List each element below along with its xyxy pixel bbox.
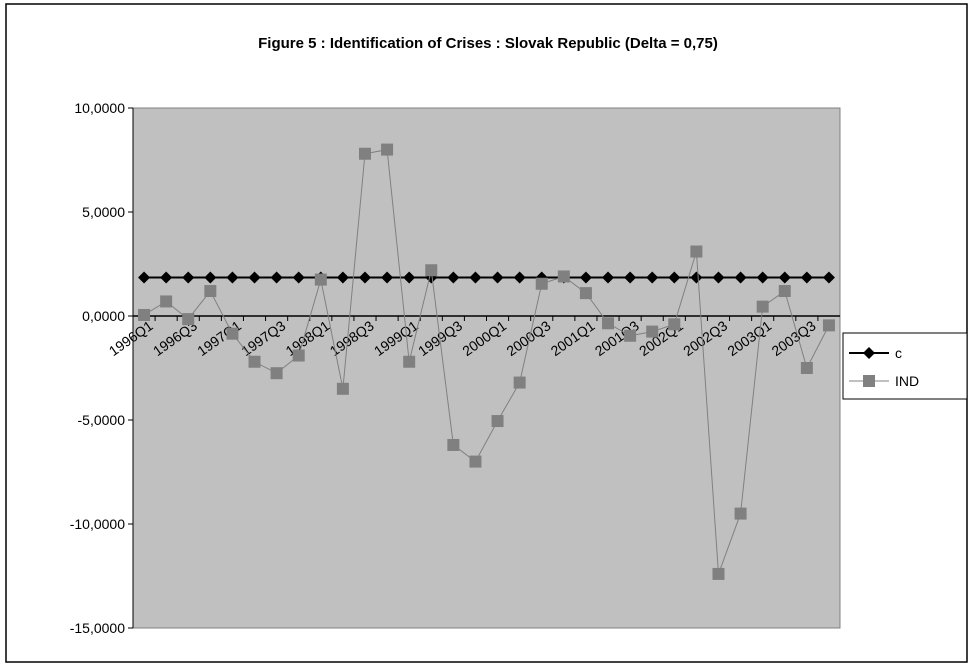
data-point [513,376,526,389]
data-point [381,271,394,284]
data-point [756,271,769,284]
data-point [204,271,217,284]
data-point [602,271,615,284]
data-point [491,271,504,284]
data-point [668,318,681,331]
data-point [712,567,725,580]
data-point [822,319,835,332]
data-point [248,271,261,284]
data-point [336,271,349,284]
data-point [712,271,725,284]
data-point [226,327,239,340]
data-point [579,287,592,300]
data-point [270,271,283,284]
data-point [358,271,371,284]
data-point [204,285,217,298]
data-point [425,264,438,277]
data-point [822,271,835,284]
data-point [646,325,659,338]
data-point [160,295,173,308]
data-point [469,271,482,284]
data-point [292,349,305,362]
data-point [292,271,305,284]
data-point [690,245,703,258]
data-point [690,271,703,284]
data-point [734,507,747,520]
data-point [491,415,504,428]
y-tick-label: 0,0000 [82,308,125,324]
data-point [778,271,791,284]
data-point [602,317,615,330]
data-point [800,362,813,374]
data-point [447,271,460,284]
y-tick-label: 5,0000 [82,204,125,220]
data-point [226,271,239,284]
legend-box [842,332,968,400]
legend-marker [863,347,875,359]
data-point [138,271,151,284]
data-point [734,271,747,284]
y-tick-label: -5,0000 [78,412,126,428]
data-point [756,300,769,313]
chart-title: Figure 5 : Identification of Crises : Sl… [258,35,718,52]
data-point [646,271,659,284]
data-point [800,271,813,284]
data-point [668,271,681,284]
data-point [336,382,349,395]
data-point [403,271,416,284]
data-point [160,271,173,284]
data-point [248,355,261,368]
data-point [403,355,416,368]
data-point [270,367,283,380]
legend-label: IND [895,373,919,389]
data-point [381,143,394,156]
legend-marker [863,375,875,387]
data-point [535,277,548,290]
legend-label: c [895,345,902,361]
data-point [358,147,371,160]
data-point [447,438,460,451]
data-point [557,270,570,283]
y-tick-label: 10,0000 [74,100,125,116]
data-point [579,271,592,284]
data-point [469,455,482,468]
y-tick-label: -15,0000 [70,620,125,636]
data-point [624,271,637,284]
data-point [624,329,637,342]
plot-area [132,107,841,629]
data-point [138,308,151,321]
data-point [182,313,195,326]
data-point [778,285,791,298]
data-point [314,273,327,286]
y-tick-label: -10,0000 [70,516,125,532]
data-point [182,271,195,284]
data-point [513,271,526,284]
